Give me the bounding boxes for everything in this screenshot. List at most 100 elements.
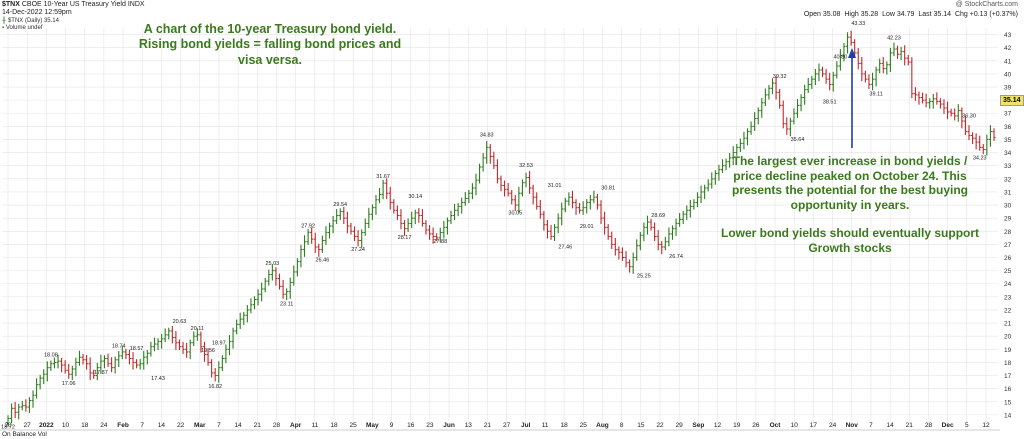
ohlc-bar (106, 353, 110, 368)
ohlc-bar (231, 327, 235, 349)
x-tick-label: 28 (273, 422, 281, 429)
ohlc-bar (870, 72, 875, 91)
ohlc-bar (113, 356, 117, 374)
ohlc-bar (842, 43, 846, 62)
ohlc-bar (206, 348, 210, 366)
ohlc-bar (9, 403, 14, 424)
ohlc-bar (824, 69, 828, 84)
ohlc-bar (77, 350, 82, 366)
x-tick-label: May (366, 422, 379, 429)
y-tick-label: 36 (1004, 124, 1012, 131)
x-tick-label: 17 (810, 422, 818, 429)
ohlc-bar (685, 205, 689, 221)
value-label: 20.63 (173, 319, 187, 325)
value-label: 26.74 (669, 254, 683, 260)
ohlc-bar (731, 146, 735, 166)
ohlc-bar (235, 319, 239, 335)
ohlc-bar (174, 331, 178, 350)
symbol: $TNX (2, 1, 20, 8)
ohlc-bar (277, 273, 282, 290)
ohlc-bar (924, 93, 928, 108)
ohlc-bar (942, 99, 946, 114)
ohlc-bar (513, 194, 517, 211)
x-tick-label: 7 (217, 422, 221, 429)
ohlc-bar (52, 357, 57, 369)
ohlc-bar (406, 218, 410, 232)
value-label: 28.17 (398, 235, 412, 241)
ohlc-bar (524, 172, 528, 188)
x-tick-label: 22 (656, 422, 664, 429)
ohlc-bar (603, 211, 607, 235)
ohlc-bar (163, 328, 167, 343)
annotation-right-2: Lower bond yields should eventually supp… (720, 226, 980, 255)
ohlc-bar (595, 193, 600, 210)
ohlc-bar (660, 241, 664, 255)
value-label: 30.81 (601, 185, 615, 191)
ohlc-bar (799, 94, 803, 112)
ohlc-bar (74, 357, 78, 377)
ohlc-bar (853, 39, 857, 58)
ohlc-bar (610, 231, 614, 249)
ohlc-bar (124, 348, 128, 360)
ohlc-bar (928, 98, 932, 109)
value-label: 34.83 (480, 133, 494, 139)
ohlc-bar (352, 226, 357, 242)
ohlc-bar (338, 208, 342, 221)
ohlc-bar (24, 399, 28, 412)
value-label: 31.67 (376, 174, 390, 180)
ohlc-bar (803, 84, 807, 105)
ohlc-bar (574, 199, 578, 215)
value-label: 29.01 (580, 224, 594, 230)
x-tick-label: 22 (177, 422, 185, 429)
ohlc-bar (895, 45, 900, 59)
ohlc-bar (974, 133, 978, 150)
ohlc-bar (117, 351, 121, 368)
ohlc-bar (377, 188, 382, 204)
value-label: 31.01 (548, 183, 562, 189)
ohlc-bar (642, 222, 646, 242)
header-line1: $TNX CBOE 10-Year US Treasury Yield INDX (2, 1, 145, 8)
ohlc-bars (6, 30, 996, 426)
ohlc-bar (874, 66, 878, 87)
y-tick-label: 28 (1004, 229, 1012, 236)
ohlc-bar (127, 349, 132, 365)
ohlc-bar (99, 354, 103, 374)
ohlc-bar (263, 277, 267, 293)
ohlc-bar (34, 378, 39, 399)
ohlc-bar (810, 75, 814, 89)
ohlc-bar (431, 227, 435, 244)
ohlc-bar (917, 91, 921, 105)
ohlc-bar (542, 210, 546, 231)
value-label: 27.92 (301, 223, 315, 229)
ohlc-bar (27, 397, 32, 413)
ohlc-bar (688, 199, 692, 218)
ohlc-bar (313, 232, 317, 253)
x-tick-label: 7 (869, 422, 873, 429)
bottom-panel-label: On Balance Vol (2, 431, 47, 438)
ohlc-bar (424, 220, 428, 235)
x-tick-label: 21 (906, 422, 914, 429)
ohlc-bar (410, 211, 414, 228)
value-label: 27.88 (433, 239, 447, 245)
ohlc-bar (845, 32, 850, 54)
ohlc-bar (185, 342, 189, 358)
ohlc-bar (481, 152, 485, 172)
ohlc-bar (624, 251, 628, 268)
ohlc-bar (756, 107, 760, 125)
ohlc-bar (138, 358, 142, 370)
ohlc-bar (306, 229, 310, 246)
y-tick-label: 23 (1004, 294, 1012, 301)
ohlc-bar (270, 264, 274, 281)
ohlc-bar (820, 66, 825, 78)
value-label: 18.97 (212, 341, 226, 347)
y-tick-label: 34 (1004, 150, 1012, 157)
ohlc-bar (724, 158, 728, 171)
y-tick-label: 25 (1004, 268, 1012, 275)
ohlc-bar (592, 190, 596, 204)
ohlc-bar (367, 207, 371, 228)
ohlc-bar (335, 209, 339, 225)
x-tick-label: 27 (503, 422, 511, 429)
ohlc-bar (778, 88, 782, 109)
ohlc-bar (763, 88, 767, 107)
ohlc-bar (470, 183, 475, 200)
